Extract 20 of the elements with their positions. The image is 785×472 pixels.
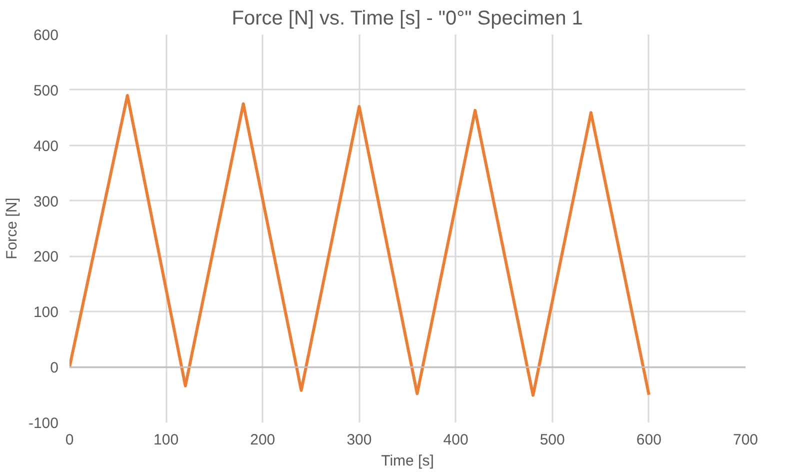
x-tick-label: 200	[250, 432, 276, 448]
chart-title: Force [N] vs. Time [s] - "0°" Specimen 1	[232, 8, 583, 30]
y-tick-label: 100	[33, 304, 59, 322]
y-tick-label: 500	[33, 82, 59, 100]
x-tick-label: 0	[65, 432, 74, 448]
y-tick-label: 0	[50, 360, 58, 377]
y-tick-label: -100	[28, 415, 59, 432]
x-tick-label: 100	[154, 432, 179, 448]
x-tick-label: 400	[443, 432, 468, 448]
x-axis-title: Time [s]	[381, 452, 434, 470]
y-axis-title: Force [N]	[3, 198, 20, 260]
y-tick-label: 400	[33, 138, 59, 155]
x-tick-label: 500	[540, 432, 565, 448]
x-tick-label: 600	[636, 432, 662, 448]
y-tick-label: 300	[33, 193, 59, 210]
y-tick-label: 600	[33, 27, 59, 44]
x-tick-label: 300	[346, 432, 372, 448]
line-series	[70, 94, 650, 397]
y-tick-label: 200	[33, 248, 59, 266]
x-tick-label: 700	[732, 432, 758, 448]
